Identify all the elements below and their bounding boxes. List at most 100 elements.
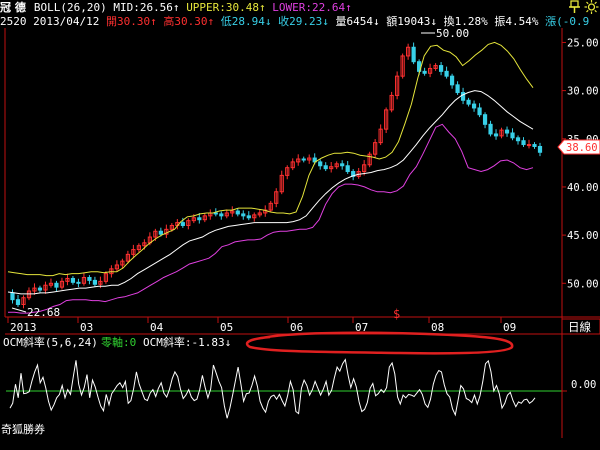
- candle-body: [21, 297, 26, 305]
- candle-body: [504, 129, 510, 134]
- candle-body: [488, 123, 493, 135]
- candle-body: [378, 128, 383, 144]
- candle-body: [367, 153, 372, 166]
- candle-body: [169, 224, 174, 230]
- candle-body: [334, 163, 339, 168]
- sun-gear-icon[interactable]: [584, 0, 599, 14]
- high-price: 高30.30↑: [163, 15, 215, 28]
- candle-body: [510, 132, 515, 139]
- candle-body: [65, 277, 70, 282]
- change-value: 漲(-0.9: [545, 15, 590, 28]
- price-y-tick-label: 45.00: [567, 230, 599, 242]
- candle-body: [279, 174, 284, 193]
- lower-band-line: [8, 123, 534, 314]
- period-button[interactable]: [561, 318, 600, 335]
- time-axis-label: 03: [80, 321, 93, 334]
- candle-body: [411, 46, 416, 63]
- candle-body: [477, 107, 482, 116]
- indicator-name: BOLL(26,20): [33, 1, 107, 14]
- ocm-zero-axis-label: 零軸:0: [101, 335, 136, 349]
- candle-body: [471, 103, 477, 109]
- open-price: 開30.30↑: [105, 15, 157, 28]
- candle-body: [48, 282, 54, 286]
- candle-body: [87, 277, 92, 281]
- quote-date: 2013/04/12: [33, 15, 100, 28]
- candle-body: [466, 99, 471, 105]
- price-panel: [7, 41, 543, 314]
- candle-body: [290, 161, 295, 169]
- candle-body: [180, 222, 185, 226]
- candle-body: [285, 167, 290, 176]
- watermark-label: 奇狐勝券: [1, 423, 45, 436]
- candle-body: [213, 212, 218, 215]
- candle-body: [230, 210, 235, 214]
- low-price-marker: 22.68: [27, 306, 60, 319]
- turnover-value: 換1.28%: [443, 15, 488, 28]
- candle-body: [70, 277, 76, 283]
- candle-body: [499, 129, 504, 137]
- candle-body: [191, 217, 196, 222]
- candle-body: [455, 84, 460, 94]
- time-axis-labels: 2013 03 04 05 06 07 08 09: [7, 317, 516, 334]
- mid-value: MID:26.56↑: [113, 1, 180, 14]
- candle-body: [54, 282, 59, 288]
- candle-body: [400, 55, 405, 77]
- candle-body: [323, 165, 328, 170]
- candle-body: [224, 212, 229, 217]
- time-axis-label: 06: [290, 321, 303, 334]
- candle-body: [515, 137, 521, 142]
- candle-body: [406, 46, 411, 57]
- price-y-tick-label: 50.00: [567, 278, 599, 290]
- time-axis-label: 09: [503, 321, 516, 334]
- period-button-label: 日線: [568, 320, 591, 334]
- stock-name: 冠 德: [0, 1, 26, 14]
- candle-body: [449, 75, 455, 86]
- candle-body: [136, 245, 141, 251]
- low-price: 低28.94↓: [220, 15, 272, 28]
- candle-body: [246, 215, 251, 219]
- candle-body: [301, 158, 306, 161]
- candle-body: [202, 215, 207, 221]
- candle-body: [373, 142, 378, 155]
- upper-band-line: [7, 41, 534, 277]
- candle-body: [81, 277, 87, 284]
- candle-body: [274, 191, 279, 204]
- pin-icon[interactable]: [567, 0, 582, 14]
- candle-body: [59, 280, 65, 288]
- candle-body: [241, 213, 246, 217]
- candle-body: [312, 157, 317, 163]
- candle-body: [340, 163, 345, 167]
- candle-body: [186, 220, 191, 226]
- candle-body: [235, 210, 240, 215]
- candle-body: [318, 161, 323, 167]
- candle-body: [526, 144, 532, 147]
- close-price: 收29.23↓: [278, 15, 329, 28]
- candle-body: [395, 75, 400, 96]
- candle-body: [433, 65, 438, 69]
- candle-body: [438, 65, 444, 72]
- stock-code: 2520: [0, 15, 27, 28]
- candle-body: [76, 281, 81, 284]
- candle-body: [257, 212, 262, 216]
- ocm-zero-tick: 0.00: [571, 379, 596, 391]
- candle-body: [92, 279, 98, 285]
- ocm-slope-line: [9, 358, 536, 419]
- candle-body: [428, 67, 433, 74]
- annotation-circle: [245, 331, 514, 355]
- candle-body: [252, 214, 257, 219]
- candle-body: [125, 253, 130, 262]
- candle-body: [482, 114, 488, 125]
- time-axis-label: 05: [220, 321, 233, 334]
- time-axis-label: 04: [150, 321, 164, 334]
- price-y-tick-label: 25.00: [567, 37, 599, 49]
- price-y-tick-label: 30.00: [567, 86, 599, 98]
- candle-body: [10, 292, 15, 301]
- quote-header: 2520 2013/04/12 開30.30↑ 高30.30↑ 低28.94↓ …: [0, 15, 589, 29]
- candle-body: [142, 242, 147, 247]
- candle-body: [114, 264, 119, 270]
- current-price-tag: 38.60: [557, 139, 600, 155]
- time-axis-label: 08: [431, 321, 444, 334]
